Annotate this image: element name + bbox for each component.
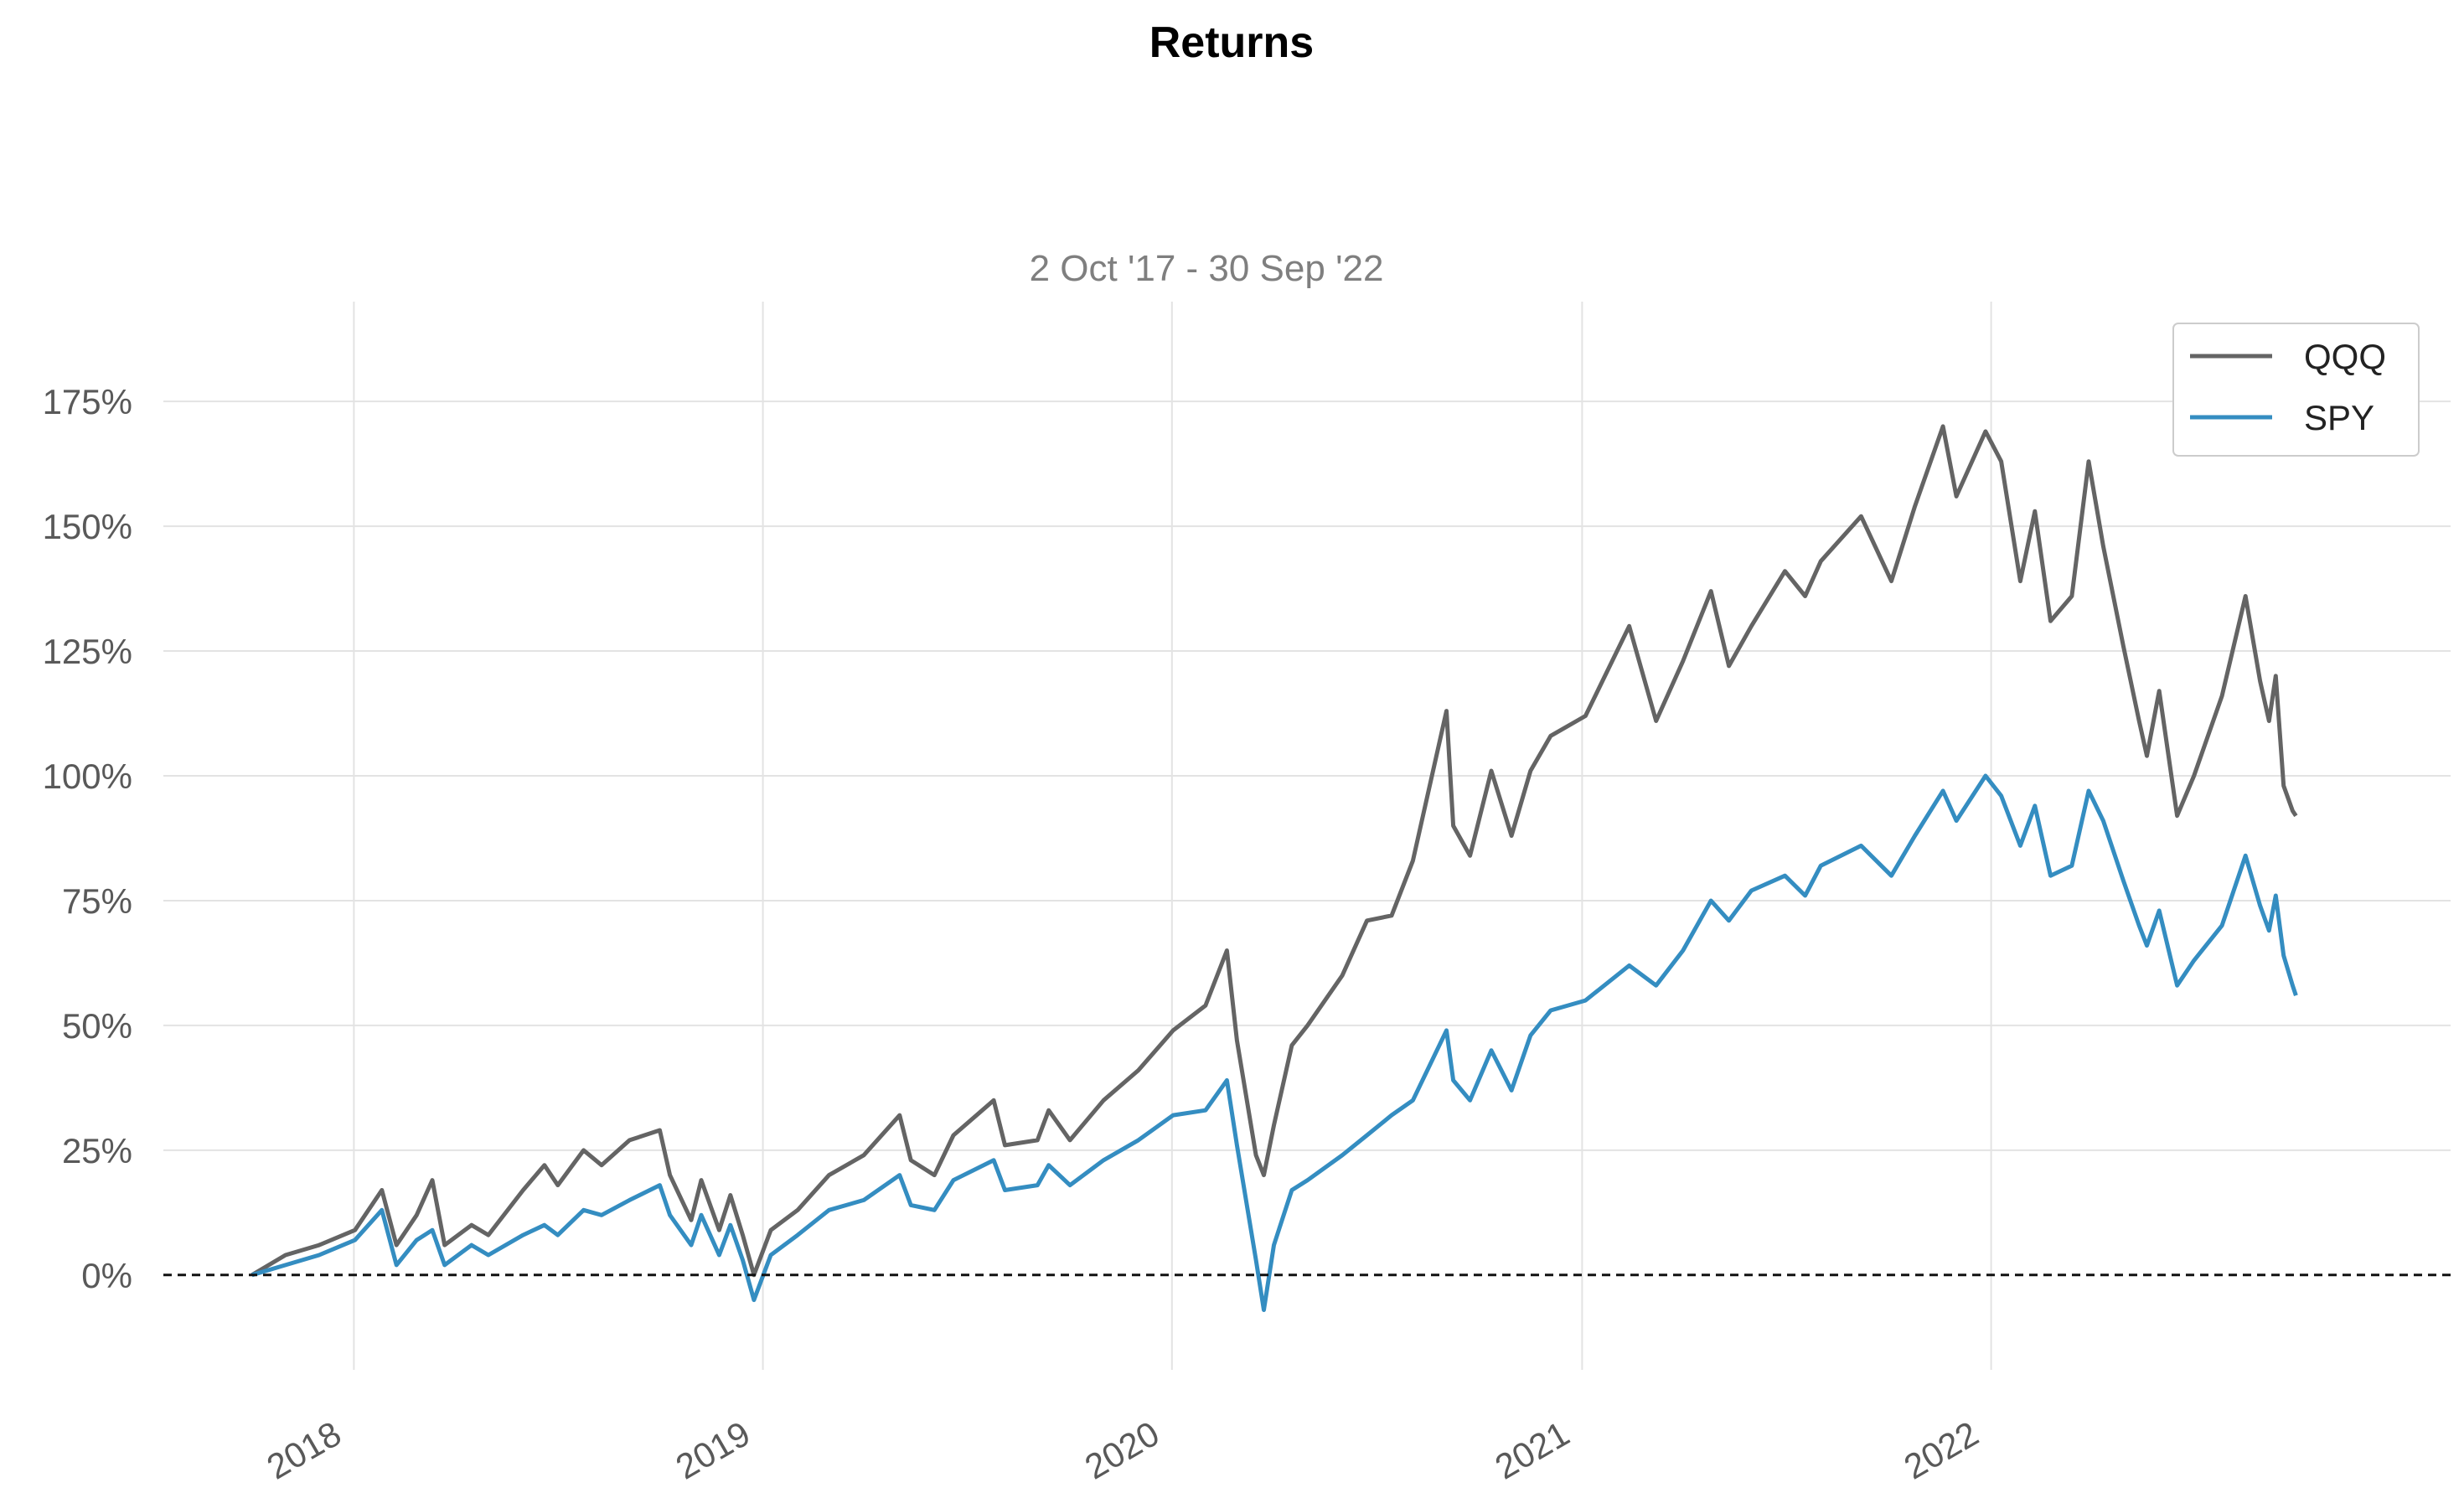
y-tick-label: 175% xyxy=(43,382,132,421)
y-tick-label: 0% xyxy=(81,1256,132,1295)
series-lines xyxy=(251,424,2298,1312)
y-tick-label: 75% xyxy=(62,881,132,921)
chart-subtitle: 2 Oct '17 - 30 Sep '22 xyxy=(1030,248,1384,289)
y-tick-label: 150% xyxy=(43,507,132,546)
x-tick-label: 2019 xyxy=(669,1413,757,1486)
x-axis: 2018 2019 2020 2021 2022 xyxy=(260,1413,1985,1486)
chart-title: Returns xyxy=(1149,18,1314,67)
x-tick-label: 2021 xyxy=(1488,1413,1575,1486)
x-tick-label: 2022 xyxy=(1898,1413,1985,1486)
x-tick-label: 2018 xyxy=(260,1413,347,1486)
y-axis: 0% 25% 50% 75% 100% 125% 150% 175% xyxy=(43,382,132,1295)
legend: QQQ SPY xyxy=(2172,323,2420,457)
y-tick-label: 100% xyxy=(43,757,132,796)
x-tick-label: 2020 xyxy=(1078,1413,1165,1486)
y-tick-label: 50% xyxy=(62,1006,132,1046)
series-line-qqq xyxy=(251,424,2298,1278)
y-tick-label: 125% xyxy=(43,632,132,671)
legend-label-qqq: QQQ xyxy=(2304,337,2386,376)
legend-label-spy: SPY xyxy=(2304,398,2374,437)
series-line-spy xyxy=(251,773,2298,1312)
y-tick-label: 25% xyxy=(62,1131,132,1170)
gridlines xyxy=(163,302,2451,1370)
